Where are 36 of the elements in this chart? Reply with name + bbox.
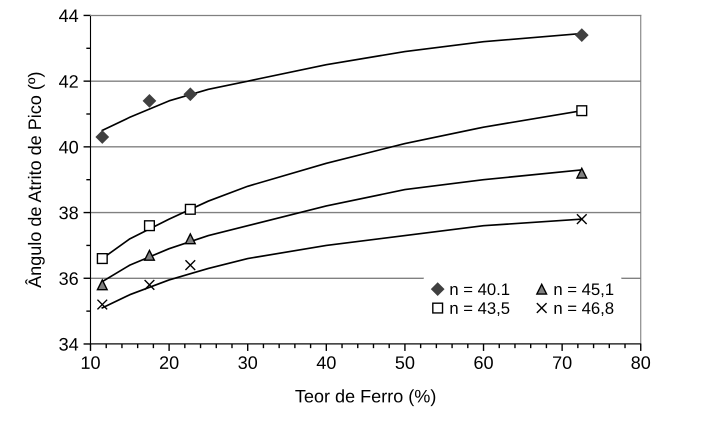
point bbox=[144, 220, 156, 232]
point bbox=[96, 253, 108, 264]
point bbox=[184, 204, 196, 215]
x-tick-label: 10 bbox=[82, 356, 100, 370]
y-tick-label: 38 bbox=[59, 206, 78, 220]
y-tick-label: 40 bbox=[59, 140, 78, 154]
point bbox=[576, 105, 588, 116]
legend-label: n = 45,1 bbox=[554, 284, 614, 298]
x-tick-label: 30 bbox=[238, 356, 258, 370]
x-tick-label: 60 bbox=[474, 356, 493, 370]
legend-label: n = 43,5 bbox=[450, 302, 510, 316]
y-axis-title: Ângulo de Atrito de Pico (º) bbox=[25, 72, 45, 288]
y-tick-label: 34 bbox=[59, 338, 78, 351]
x-tick-label: 40 bbox=[316, 356, 336, 370]
point bbox=[184, 88, 197, 101]
point bbox=[142, 94, 156, 108]
point bbox=[575, 28, 588, 42]
y-tick-label: 42 bbox=[59, 75, 78, 88]
x-tick-label: 50 bbox=[396, 356, 414, 370]
point bbox=[96, 299, 108, 310]
point bbox=[184, 260, 196, 271]
point bbox=[144, 250, 156, 261]
x-tick-label: 80 bbox=[631, 356, 650, 370]
point bbox=[184, 233, 196, 244]
legend-label: n = 46,8 bbox=[554, 302, 614, 316]
y-tick-label: 44 bbox=[59, 10, 78, 22]
point bbox=[576, 214, 588, 225]
point bbox=[96, 279, 108, 290]
point bbox=[96, 130, 109, 144]
legend-label: n = 40.1 bbox=[450, 283, 510, 296]
point bbox=[144, 279, 156, 290]
x-axis-title: Teor de Ferro (%) bbox=[295, 389, 436, 406]
point bbox=[576, 168, 588, 179]
x-tick-label: 70 bbox=[553, 356, 572, 370]
y-tick-label: 36 bbox=[59, 272, 78, 285]
x-tick-label: 20 bbox=[160, 356, 178, 370]
